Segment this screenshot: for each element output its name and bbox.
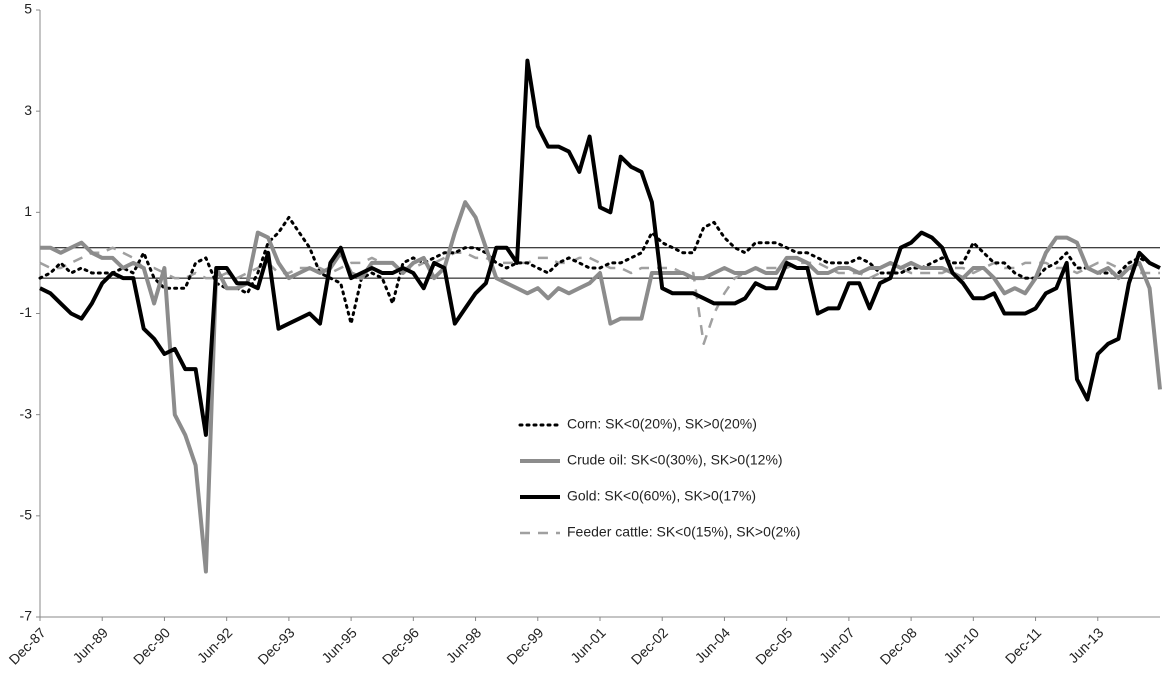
x-tick-label: Dec-90 xyxy=(130,624,173,667)
x-tick-label: Dec-93 xyxy=(254,624,297,667)
y-tick-label: -1 xyxy=(20,304,33,320)
x-tick-label: Jun-01 xyxy=(567,624,609,666)
y-tick-label: -3 xyxy=(20,405,33,421)
x-tick-label: Dec-87 xyxy=(6,624,49,667)
x-tick-label: Dec-08 xyxy=(877,624,920,667)
x-tick-label: Jun-13 xyxy=(1065,624,1107,666)
legend-label: Crude oil: SK<0(30%), SK>0(12%) xyxy=(567,452,783,468)
x-tick-label: Jun-10 xyxy=(940,624,982,666)
series-line xyxy=(39,58,1161,437)
x-tick-label: Dec-99 xyxy=(503,624,546,667)
x-tick-label: Dec-11 xyxy=(1002,624,1045,667)
series-line xyxy=(39,246,1160,346)
x-tick-label: Jun-95 xyxy=(318,624,360,666)
y-tick-label: 5 xyxy=(24,1,32,17)
legend-label: Feeder cattle: SK<0(15%), SK>0(2%) xyxy=(567,524,800,540)
y-tick-label: -7 xyxy=(20,608,33,624)
y-tick-label: 1 xyxy=(24,203,32,219)
x-tick-label: Dec-02 xyxy=(628,624,671,667)
series-line xyxy=(38,215,1162,326)
y-tick-label: -5 xyxy=(20,507,33,523)
x-tick-label: Jun-89 xyxy=(69,624,111,666)
x-tick-label: Jun-92 xyxy=(194,624,236,666)
x-tick-label: Jun-04 xyxy=(692,624,734,666)
x-tick-label: Jun-07 xyxy=(816,624,858,666)
legend-label: Gold: SK<0(60%), SK>0(17%) xyxy=(567,488,756,504)
x-tick-label: Jun-98 xyxy=(443,624,485,666)
x-tick-label: Dec-96 xyxy=(379,624,422,667)
y-tick-label: 3 xyxy=(24,102,32,118)
legend-label: Corn: SK<0(20%), SK>0(20%) xyxy=(567,416,757,432)
x-tick-label: Dec-05 xyxy=(752,624,795,667)
series-line xyxy=(40,200,1162,574)
legend: Corn: SK<0(20%), SK>0(20%) Crude oil: SK<… xyxy=(518,416,800,540)
